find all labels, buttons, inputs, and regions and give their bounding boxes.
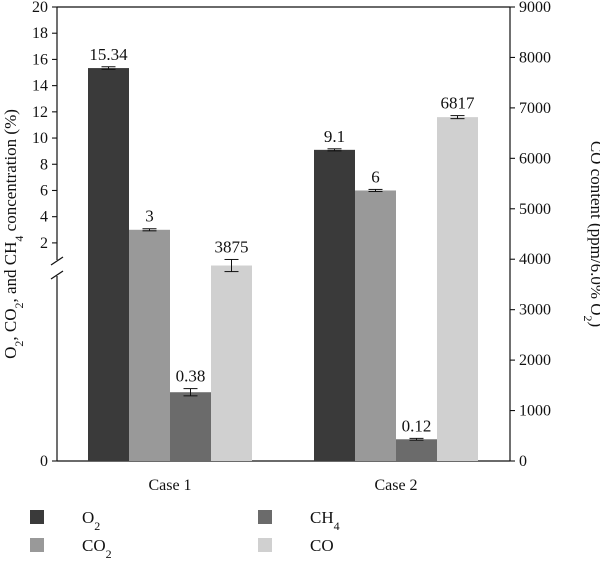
bar bbox=[314, 149, 355, 462]
data-label: 0.38 bbox=[176, 367, 206, 386]
right-tick-label: 2000 bbox=[519, 352, 551, 369]
data-label: 3 bbox=[145, 207, 154, 226]
bar bbox=[437, 117, 478, 461]
legend-label: CO bbox=[310, 536, 334, 555]
data-label: 0.12 bbox=[402, 416, 432, 435]
legend-swatch bbox=[258, 510, 272, 524]
left-tick-label: 4 bbox=[40, 209, 48, 226]
right-tick-label: 4000 bbox=[519, 251, 551, 268]
data-label: 15.34 bbox=[89, 45, 128, 64]
left-tick-label: 6 bbox=[40, 182, 48, 199]
right-tick-label: 0 bbox=[519, 453, 527, 470]
legend-swatch bbox=[30, 510, 44, 524]
axis-break-mark bbox=[50, 256, 64, 266]
left-tick-label: 10 bbox=[32, 130, 48, 147]
data-label: 3875 bbox=[215, 237, 249, 256]
left-tick-label: 14 bbox=[32, 78, 48, 95]
left-axis-title: O2, CO2, and CH4 concentration (%) bbox=[1, 109, 26, 359]
legend-label: CH4 bbox=[310, 508, 340, 533]
left-tick-label: 18 bbox=[32, 25, 48, 42]
bar bbox=[396, 439, 437, 461]
axis-break-mark bbox=[50, 270, 64, 280]
x-tick-label: Case 1 bbox=[148, 477, 191, 494]
left-tick-label: 0 bbox=[40, 453, 48, 470]
legend-swatch bbox=[258, 538, 272, 552]
data-label: 6 bbox=[371, 167, 380, 186]
left-tick-label: 16 bbox=[32, 51, 48, 68]
right-tick-label: 1000 bbox=[519, 403, 551, 420]
right-tick-label: 5000 bbox=[519, 201, 551, 218]
right-tick-label: 8000 bbox=[519, 49, 551, 66]
bar bbox=[355, 190, 396, 461]
left-tick-label: 2 bbox=[40, 235, 48, 252]
left-tick-label: 8 bbox=[40, 156, 48, 173]
bar bbox=[129, 229, 170, 461]
right-tick-label: 9000 bbox=[519, 0, 551, 16]
right-tick-label: 7000 bbox=[519, 100, 551, 117]
right-axis-title: CO content (ppm/6.0% O2) bbox=[581, 141, 600, 327]
bar bbox=[211, 265, 252, 461]
data-label: 6817 bbox=[441, 94, 476, 113]
right-tick-label: 6000 bbox=[519, 150, 551, 167]
legend-swatch bbox=[30, 538, 44, 552]
left-tick-label: 12 bbox=[32, 104, 48, 121]
bar bbox=[170, 392, 211, 461]
bar bbox=[88, 68, 129, 461]
data-label: 9.1 bbox=[324, 127, 345, 146]
legend-label: CO2 bbox=[82, 536, 112, 561]
legend-label: O2 bbox=[82, 508, 100, 533]
x-tick-label: Case 2 bbox=[374, 477, 417, 494]
right-tick-label: 3000 bbox=[519, 302, 551, 319]
left-tick-label: 20 bbox=[32, 0, 48, 16]
